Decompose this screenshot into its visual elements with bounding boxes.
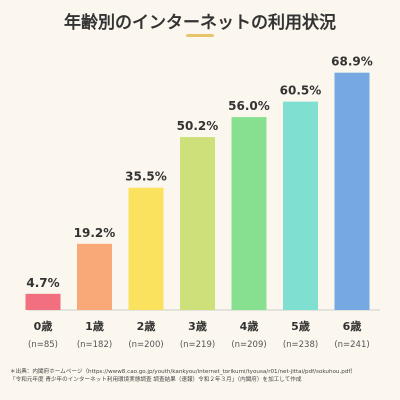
bar-2 [128, 187, 164, 310]
sample-size-label-0: (n=85) [28, 340, 58, 350]
category-label-1: 1歳 [85, 319, 104, 333]
bar-1 [77, 243, 112, 310]
category-label-3: 3歳 [188, 319, 207, 333]
category-label-2: 2歳 [137, 319, 156, 333]
value-label-6: 68.9% [331, 55, 373, 69]
category-label-6: 6歳 [343, 319, 362, 333]
chart-title: 年齢別のインターネットの利用状況 [64, 13, 336, 33]
value-label-1: 19.2% [74, 226, 116, 240]
bar-6 [334, 72, 370, 310]
category-label-0: 0歳 [34, 319, 53, 333]
sample-size-label-2: (n=200) [128, 340, 163, 350]
source-note: ＊出典：内閣府ホームページ（https://www8.cao.go.jp/you… [10, 368, 394, 384]
sample-size-label-4: (n=209) [231, 340, 266, 350]
sample-size-label-3: (n=219) [180, 340, 215, 350]
category-label-4: 4歳 [240, 319, 259, 333]
value-label-5: 60.5% [280, 84, 322, 98]
title-underline [186, 34, 214, 37]
value-label-2: 35.5% [125, 170, 167, 184]
value-label-4: 56.0% [228, 99, 270, 113]
category-label-5: 5歳 [291, 319, 310, 333]
sample-size-label-5: (n=238) [283, 340, 318, 350]
bar-3 [180, 137, 215, 310]
value-label-0: 4.7% [26, 276, 59, 290]
bar-0 [25, 293, 61, 310]
bar-5 [283, 101, 318, 310]
bar-4 [231, 117, 267, 310]
sample-size-label-6: (n=241) [334, 340, 369, 350]
sample-size-label-1: (n=182) [77, 340, 112, 350]
value-label-3: 50.2% [177, 119, 219, 133]
source-line-2: 「令和元年度 青少年のインターネット利用環境実態調査 調査結果（速報）令和２年３… [10, 377, 302, 383]
source-line-1: ＊出典：内閣府ホームページ（https://www8.cao.go.jp/you… [10, 369, 356, 375]
